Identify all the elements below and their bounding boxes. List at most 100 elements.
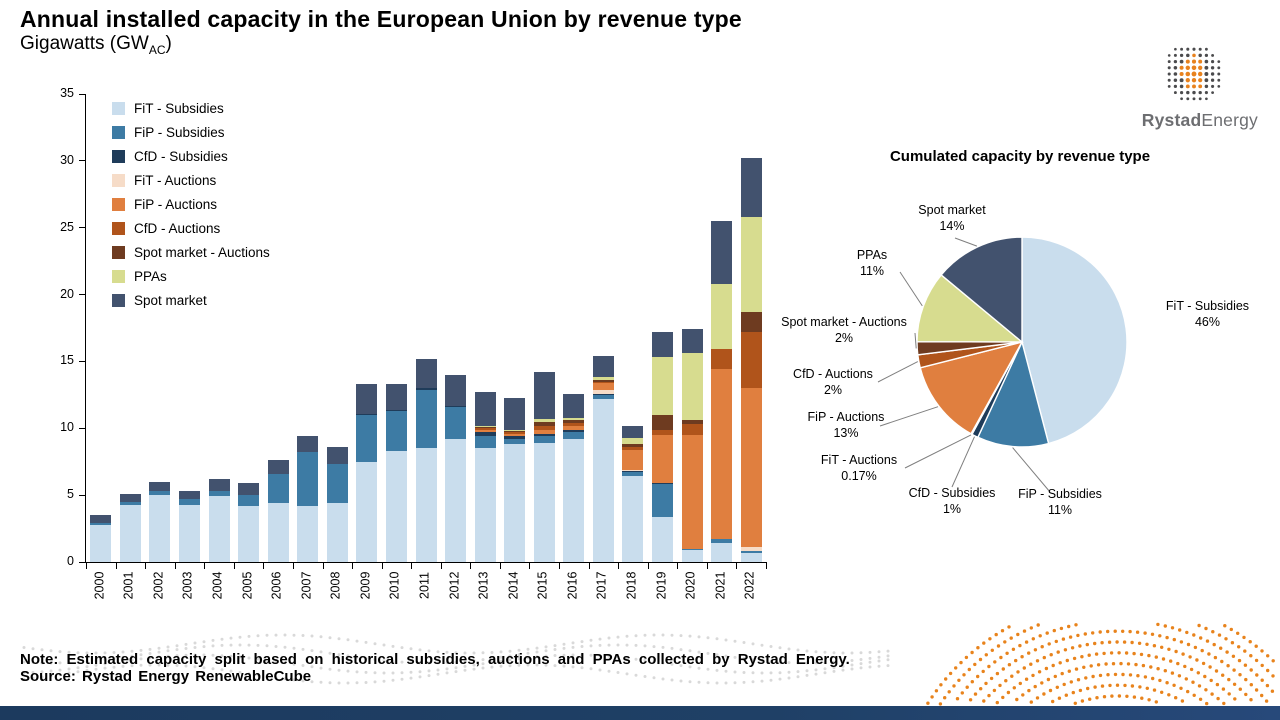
deco-dot <box>1160 645 1164 649</box>
deco-dot <box>1254 658 1259 663</box>
deco-dot <box>982 641 986 645</box>
deco-dot <box>832 669 836 673</box>
deco-dot <box>1117 651 1121 655</box>
bar-segment <box>622 449 644 470</box>
x-tick-mark <box>174 562 176 569</box>
bar-segment <box>504 436 526 439</box>
logo-dot <box>1217 85 1221 88</box>
x-tick-mark <box>736 562 738 569</box>
deco-dot <box>643 658 647 662</box>
deco-dot <box>517 663 521 667</box>
deco-dot <box>1200 648 1204 653</box>
deco-dot <box>454 670 458 674</box>
deco-dot <box>553 648 557 651</box>
logo-dot <box>1210 66 1215 70</box>
deco-dot <box>112 657 116 661</box>
deco-dot <box>94 651 98 655</box>
bar-segment <box>474 428 496 430</box>
logo-dot <box>1197 71 1203 77</box>
deco-dot <box>454 651 458 655</box>
deco-dot <box>1265 683 1270 688</box>
deco-dot <box>643 633 647 637</box>
deco-dot <box>984 681 988 686</box>
deco-dot <box>1249 654 1253 658</box>
deco-dot <box>987 664 991 669</box>
deco-dot <box>67 661 71 665</box>
pie-label-name: Spot market - Auctions <box>781 315 907 329</box>
bar-segment <box>178 499 200 505</box>
deco-dot <box>157 663 161 667</box>
deco-dot <box>319 666 323 670</box>
pie-slice <box>940 236 1023 344</box>
deco-dot <box>823 661 827 665</box>
deco-dot <box>1163 624 1168 628</box>
deco-dot <box>193 641 197 645</box>
deco-dot <box>760 671 764 675</box>
deco-dot <box>1243 663 1248 667</box>
bar-segment <box>652 414 674 430</box>
bar-segment <box>740 547 762 552</box>
deco-dot <box>49 669 53 673</box>
deco-dot <box>1140 696 1144 700</box>
deco-dot <box>934 689 939 693</box>
deco-dot <box>526 656 530 660</box>
deco-dot <box>634 634 638 638</box>
x-tick-label: 2022 <box>742 571 757 600</box>
deco-dot <box>769 660 773 663</box>
logo-dot <box>1185 59 1190 64</box>
logo-dot <box>1191 65 1197 71</box>
deco-dot <box>1213 655 1218 660</box>
deco-dot <box>301 664 305 667</box>
deco-dot <box>823 667 827 671</box>
deco-dot <box>265 674 269 678</box>
deco-dot <box>1221 673 1225 677</box>
bar-segment <box>445 374 467 406</box>
logo-dot <box>1186 53 1190 58</box>
logo-dot <box>1211 91 1214 94</box>
legend-item: FiT - Subsidies <box>112 96 270 120</box>
deco-dot <box>184 653 188 657</box>
deco-dot <box>382 679 386 683</box>
deco-dot <box>1048 688 1053 693</box>
legend-item: FiP - Auctions <box>112 192 270 216</box>
deco-dot <box>1217 633 1222 637</box>
logo-dot <box>1204 65 1209 70</box>
deco-dot <box>1080 699 1085 703</box>
logo-dot <box>1192 97 1196 101</box>
x-tick-label: 2002 <box>151 571 166 600</box>
deco-dot <box>967 667 971 672</box>
bar-segment <box>356 413 378 415</box>
logo-dot <box>1198 90 1202 95</box>
bar-segment <box>474 436 496 449</box>
deco-dot <box>688 649 692 653</box>
deco-dot <box>995 671 1000 676</box>
deco-dot <box>229 669 233 673</box>
deco-dot <box>832 651 836 655</box>
deco-dot <box>616 643 620 647</box>
deco-dot <box>989 676 994 681</box>
deco-dot <box>1201 661 1206 666</box>
deco-dot <box>733 670 737 674</box>
deco-dot <box>1158 678 1162 683</box>
deco-dot <box>670 646 674 650</box>
deco-dot <box>1192 633 1196 637</box>
deco-dot <box>992 688 997 693</box>
logo-dot <box>1211 84 1215 88</box>
deco-dot <box>1091 674 1095 679</box>
bar-segment <box>385 384 407 410</box>
deco-dot <box>832 660 836 664</box>
bar-segment <box>208 496 230 562</box>
deco-dot <box>1085 642 1090 647</box>
bar-segment <box>208 479 230 492</box>
pie-leader-line <box>879 406 939 427</box>
deco-dot <box>22 660 26 664</box>
x-tick-mark <box>145 562 147 569</box>
deco-dot <box>877 650 881 654</box>
deco-dot <box>877 664 881 668</box>
deco-dot <box>427 649 431 653</box>
deco-dot <box>1057 696 1062 700</box>
bar-segment <box>238 505 260 562</box>
logo-dot <box>1204 78 1209 83</box>
deco-dot <box>886 664 890 668</box>
bar-segment <box>119 501 141 505</box>
